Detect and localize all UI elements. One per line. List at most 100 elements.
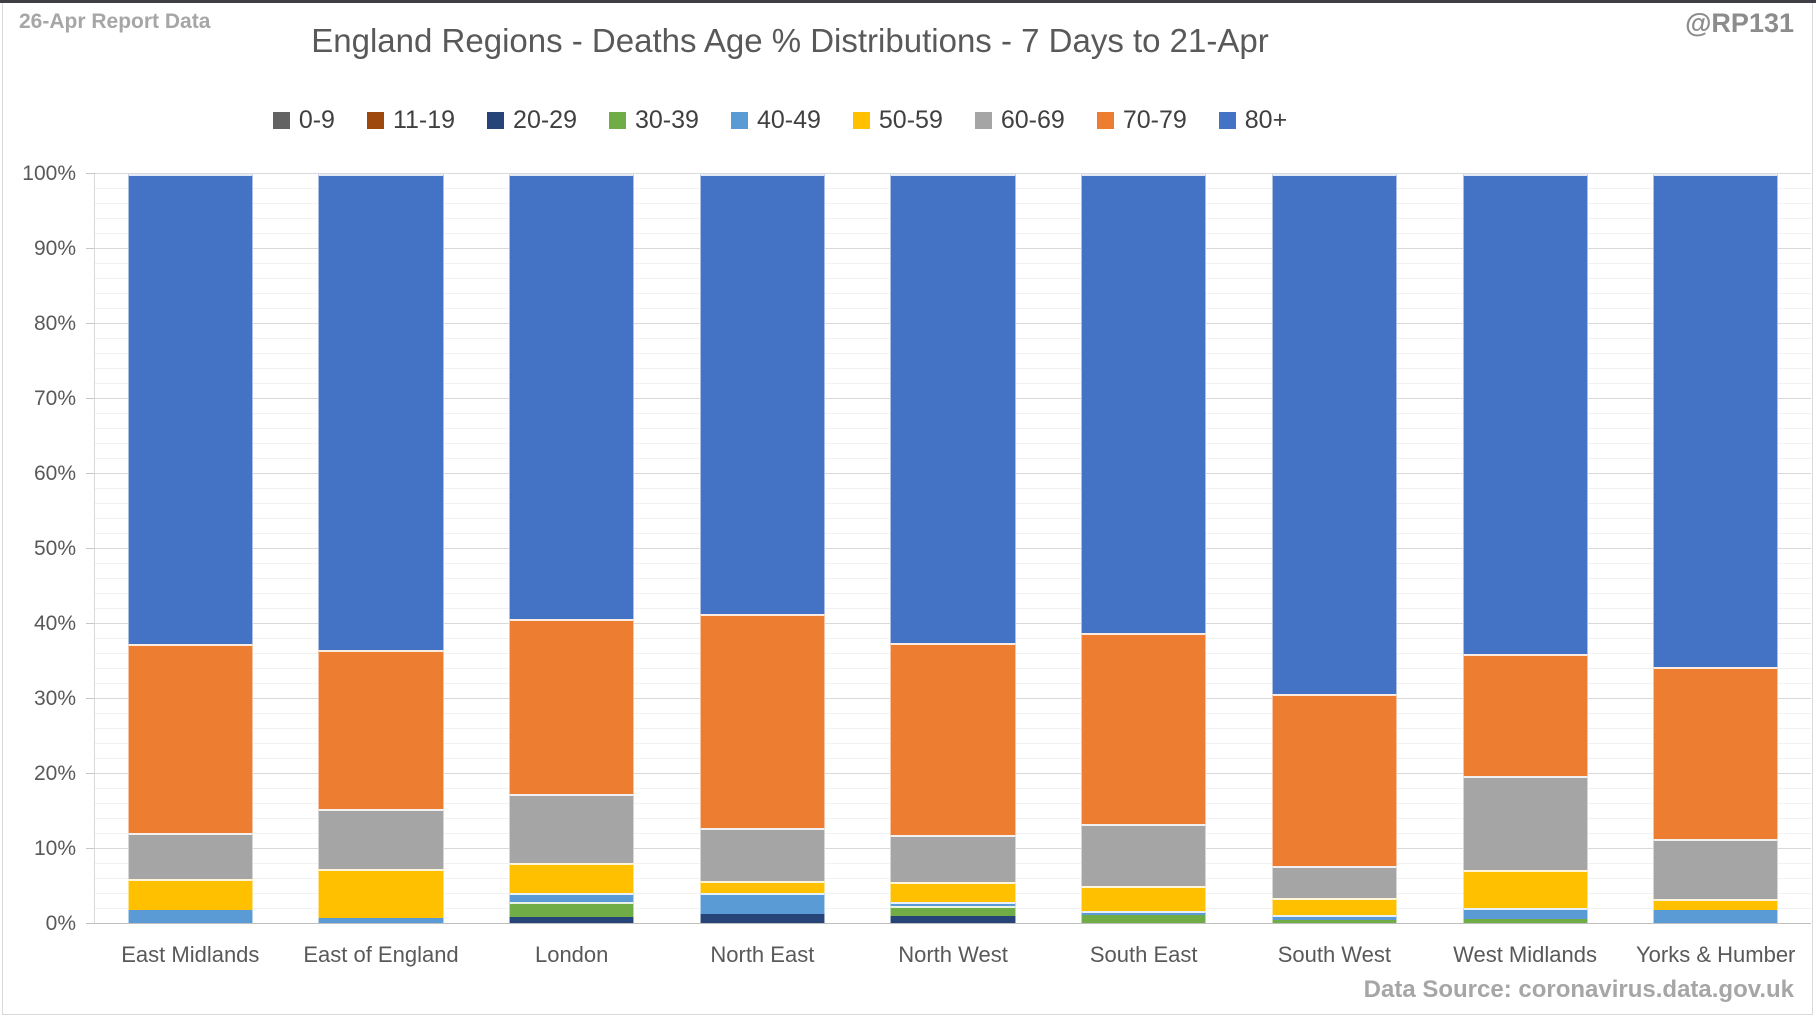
x-tick-label: North West (898, 942, 1008, 967)
legend-label: 30-39 (635, 106, 699, 134)
bar-segment-80plus (699, 174, 825, 615)
bar-segment-50-59 (509, 863, 635, 894)
bar-segment-80plus (127, 174, 253, 644)
legend-item-30-39: 30-39 (609, 106, 699, 135)
x-tick-label: East of England (303, 942, 459, 967)
bar-segment-80plus (1462, 174, 1588, 655)
bar-segment-60-69 (699, 828, 825, 882)
bar-slot (1620, 174, 1811, 924)
bar-segment-80plus (1081, 174, 1207, 633)
y-axis-tick (86, 248, 95, 249)
bar-segment-20-29 (509, 916, 635, 924)
bar-slot (95, 174, 286, 924)
legend-label: 20-29 (513, 106, 577, 134)
bar-segment-70-79 (509, 618, 635, 795)
bar-segment-80plus (509, 174, 635, 619)
legend-item-11-19: 11-19 (366, 106, 456, 135)
bar-segment-50-59 (127, 879, 253, 910)
data-source-note: Data Source: coronavirus.data.gov.uk (1363, 976, 1794, 1003)
y-axis-labels: 0% 10% 20% 30% 40% 50% 60% 70% 80% 90% 100% (0, 162, 80, 935)
tick-layer (86, 173, 1811, 924)
bar-slot (1048, 174, 1239, 924)
bar-south-east (1081, 174, 1207, 924)
bar-segment-70-79 (1653, 666, 1779, 839)
bar-slot (858, 174, 1049, 924)
y-tick-label: 90% (33, 237, 76, 260)
bar-segment-50-59 (1271, 897, 1397, 915)
y-axis-tick (86, 398, 95, 399)
y-axis-tick (86, 848, 95, 849)
bar-segment-80plus (890, 174, 1016, 643)
legend-item-80plus: 80+ (1218, 106, 1288, 135)
x-axis-labels: East Midlands East of England London North … (95, 942, 1811, 968)
bar-segment-50-59 (318, 869, 444, 918)
bar-slot (476, 174, 667, 924)
legend-item-0-9: 0-9 (272, 106, 335, 135)
bar-segment-60-69 (1462, 776, 1588, 870)
bar-segment-40-49 (699, 892, 825, 915)
legend-label: 40-49 (756, 106, 821, 134)
y-axis-tick (86, 773, 95, 774)
bar-slot (1430, 174, 1621, 924)
legend-swatch-icon (487, 112, 505, 129)
bar-segment-40-49 (509, 893, 635, 902)
legend-item-40-49: 40-49 (730, 106, 821, 135)
bar-segment-60-69 (127, 833, 253, 879)
bar-north-east (699, 174, 825, 924)
legend-label: 11-19 (392, 106, 456, 134)
bars-layer (95, 174, 1811, 924)
bar-segment-20-29 (890, 915, 1016, 924)
bar-segment-60-69 (1271, 866, 1397, 898)
bar-segment-30-39 (890, 906, 1016, 916)
bar-segment-20-29 (699, 914, 825, 924)
bar-segment-60-69 (1081, 823, 1207, 886)
y-tick-label: 10% (33, 837, 76, 860)
bar-segment-60-69 (318, 809, 444, 870)
legend-label: 0-9 (298, 106, 335, 134)
legend-label: 50-59 (878, 106, 943, 134)
x-axis-line (86, 923, 1811, 924)
chart-legend: 0-9 11-19 20-29 30-39 40-49 50-59 60-69 70-79 80… (95, 106, 1465, 135)
bar-segment-80plus (1653, 174, 1779, 667)
bar-london (509, 174, 635, 924)
x-tick-label: North East (710, 942, 815, 967)
bar-segment-60-69 (509, 794, 635, 864)
x-tick-label: South East (1089, 942, 1198, 967)
bar-segment-60-69 (890, 834, 1016, 883)
legend-item-70-79: 70-79 (1096, 106, 1187, 135)
author-handle: @RP131 (1685, 8, 1794, 38)
bar-segment-80plus (1271, 174, 1397, 694)
bar-segment-40-49 (890, 902, 1016, 907)
bar-segment-30-39 (1462, 918, 1588, 924)
plot-area (86, 173, 1811, 924)
legend-label: 70-79 (1122, 106, 1187, 134)
x-tick-label: West Midlands (1453, 942, 1597, 967)
bar-segment-40-49 (127, 909, 253, 924)
bar-segment-50-59 (890, 882, 1016, 903)
legend-label: 60-69 (1000, 106, 1065, 134)
x-tick-label: London (534, 942, 609, 967)
x-tick-label: South West (1277, 942, 1392, 967)
bar-yorks-humber (1653, 174, 1779, 924)
bar-segment-40-49 (318, 918, 444, 924)
bar-segment-70-79 (890, 642, 1016, 835)
bar-slot (286, 174, 477, 924)
legend-item-20-29: 20-29 (487, 106, 577, 135)
y-tick-label: 100% (22, 162, 76, 185)
x-tick-label: Yorks & Humber (1636, 942, 1796, 967)
bar-south-west (1271, 174, 1397, 924)
bar-segment-70-79 (318, 650, 444, 810)
bar-slot (1239, 174, 1430, 924)
bar-segment-30-39 (509, 901, 635, 917)
y-axis-tick (86, 698, 95, 699)
legend-swatch-icon (852, 112, 870, 129)
legend-label: 80+ (1244, 106, 1288, 134)
y-tick-label: 20% (33, 762, 76, 785)
y-axis-tick (86, 548, 95, 549)
y-tick-label: 60% (33, 462, 76, 485)
legend-swatch-icon (272, 112, 290, 129)
y-axis-tick (86, 173, 95, 174)
x-tick-label: East Midlands (121, 942, 260, 967)
bar-segment-70-79 (1462, 654, 1588, 777)
